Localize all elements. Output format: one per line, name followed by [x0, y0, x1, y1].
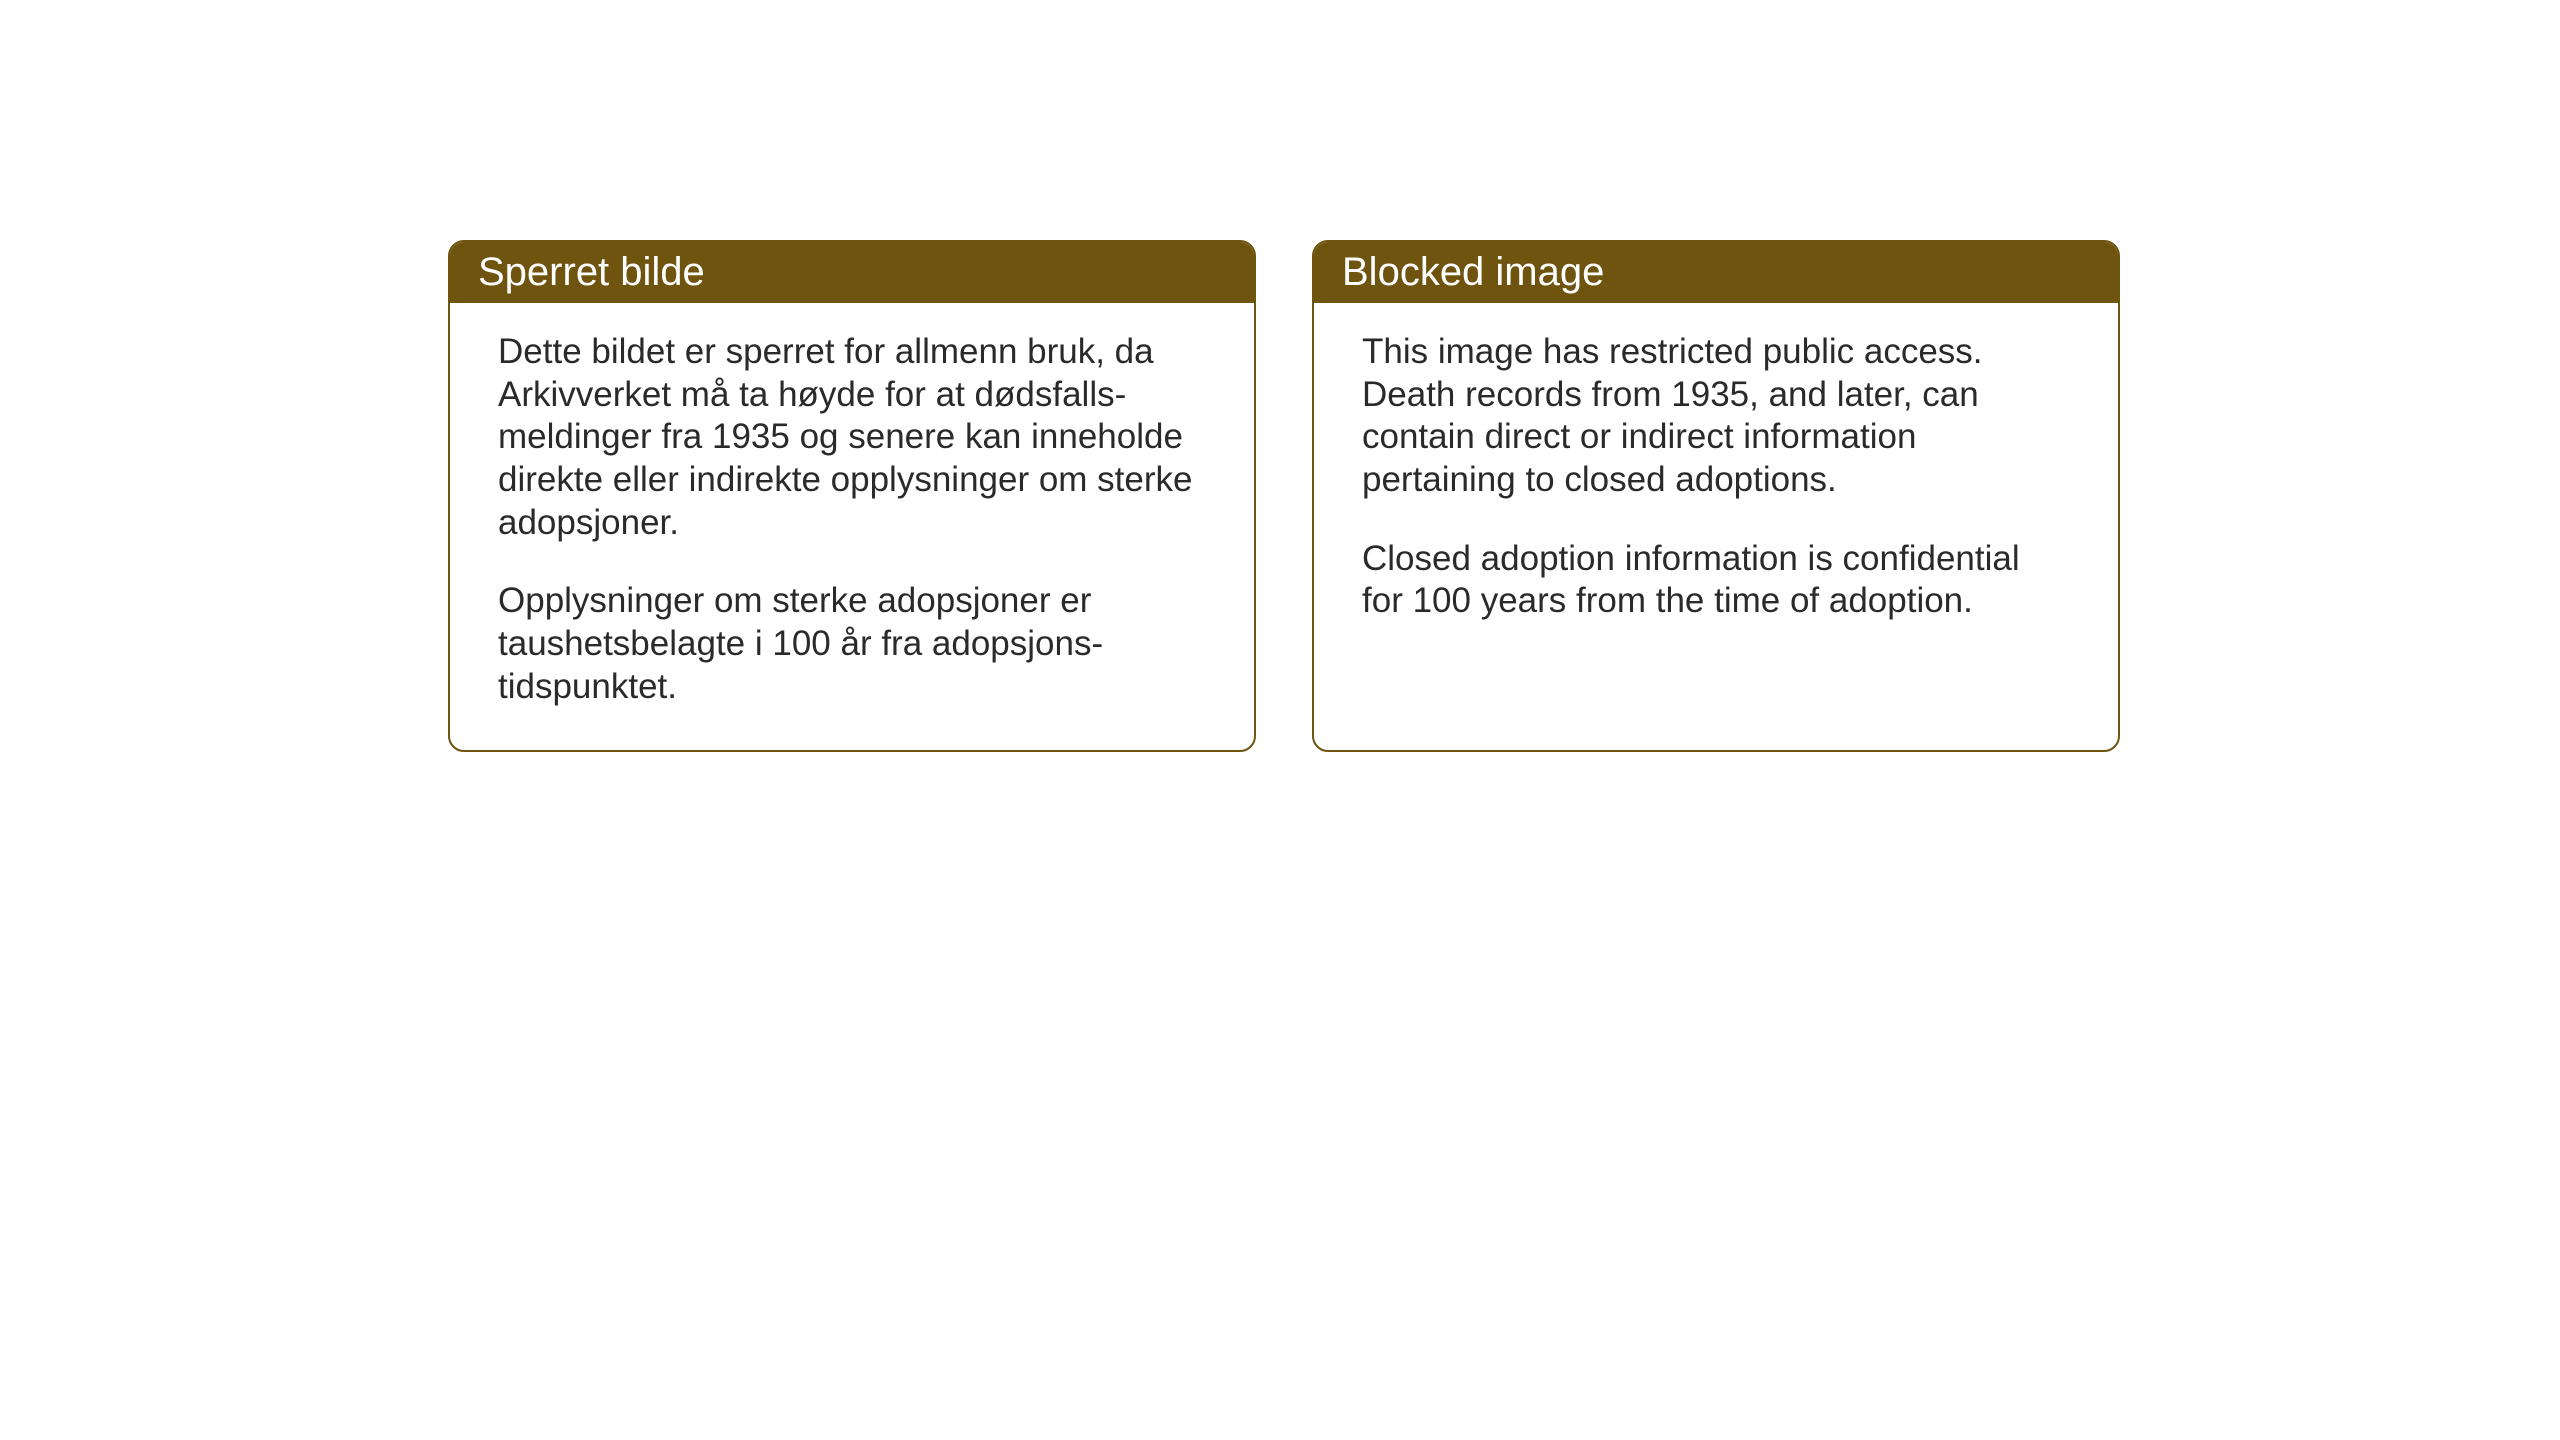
card-paragraph-2-english: Closed adoption information is confident…	[1362, 538, 2070, 623]
card-header-english: Blocked image	[1314, 242, 2118, 303]
notice-container: Sperret bilde Dette bildet er sperret fo…	[448, 240, 2120, 752]
card-title-norwegian: Sperret bilde	[478, 250, 705, 294]
card-title-english: Blocked image	[1342, 250, 1604, 294]
notice-card-norwegian: Sperret bilde Dette bildet er sperret fo…	[448, 240, 1256, 752]
card-body-norwegian: Dette bildet er sperret for allmenn bruk…	[450, 303, 1254, 745]
card-paragraph-1-norwegian: Dette bildet er sperret for allmenn bruk…	[498, 331, 1206, 544]
card-paragraph-2-norwegian: Opplysninger om sterke adopsjoner er tau…	[498, 580, 1206, 708]
card-paragraph-1-english: This image has restricted public access.…	[1362, 331, 2070, 502]
card-body-english: This image has restricted public access.…	[1314, 303, 2118, 659]
notice-card-english: Blocked image This image has restricted …	[1312, 240, 2120, 752]
card-header-norwegian: Sperret bilde	[450, 242, 1254, 303]
